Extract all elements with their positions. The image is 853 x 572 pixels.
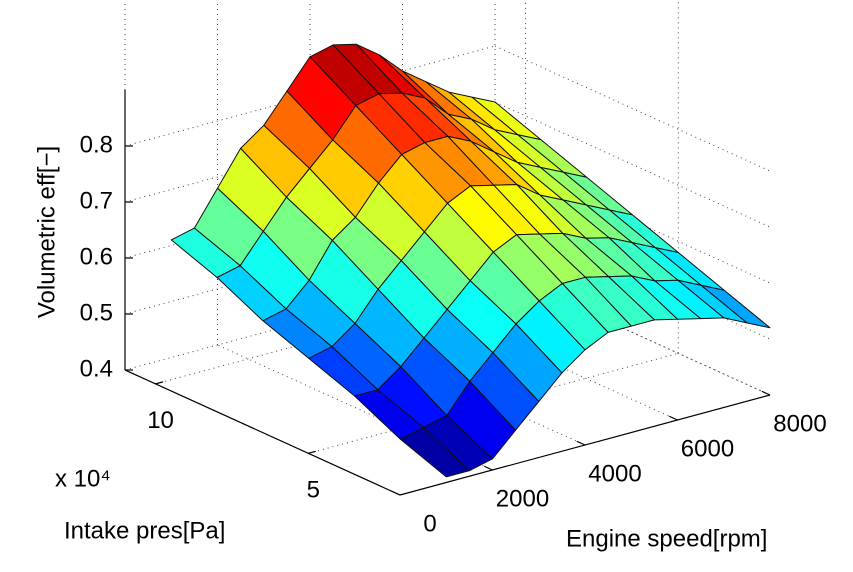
x-tick-label: 6000 <box>681 435 734 462</box>
y-tick <box>155 381 164 385</box>
z-tick-label: 0.5 <box>80 299 113 326</box>
y-tick-label: 10 <box>147 407 174 434</box>
x-axis-label: Engine speed[rpm] <box>566 525 767 552</box>
x-tick-label: 0 <box>423 510 436 537</box>
grid-line <box>494 45 771 172</box>
x-tick-label: 8000 <box>773 410 826 437</box>
x-tick <box>761 390 771 396</box>
grid-line <box>402 294 678 421</box>
x-tick-label: 2000 <box>496 485 549 512</box>
x-tick <box>484 465 493 471</box>
grid-line <box>309 319 586 446</box>
z-tick-label: 0.7 <box>80 187 113 214</box>
surface <box>170 43 771 478</box>
x-tick <box>391 490 401 496</box>
z-tick-label: 0.4 <box>80 355 113 382</box>
y-tick-label: 5 <box>307 477 320 504</box>
z-tick-label: 0.6 <box>80 243 113 270</box>
z-axis-label: Volumetric eff[−] <box>33 146 60 318</box>
grid-line <box>494 101 771 228</box>
y-axis <box>124 369 401 496</box>
grid-line <box>494 269 771 396</box>
x-tick <box>669 415 678 421</box>
y-tick <box>308 450 316 454</box>
y-axis-exponent: x 10⁴ <box>55 465 111 492</box>
surface-face <box>399 426 470 478</box>
x-tick-label: 4000 <box>588 460 641 487</box>
axes-layer: 0.4 0.5 0.6 0.7 0.8 0 2000 4000 6000 8000 5 10 <box>80 90 827 537</box>
y-axis-label: Intake pres[Pa] <box>64 517 225 544</box>
x-tick <box>576 440 586 446</box>
z-tick-label: 0.8 <box>80 131 113 158</box>
